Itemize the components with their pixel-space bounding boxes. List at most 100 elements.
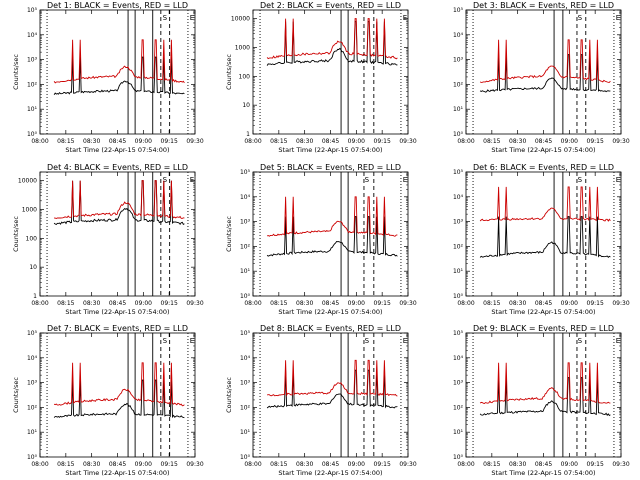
x-tick-label: 09:00 bbox=[561, 138, 578, 145]
x-tick-label: 08:00 bbox=[457, 461, 474, 468]
x-axis-label: Start Time (22-Apr-15 07:54:00) bbox=[65, 308, 169, 316]
panel-det-1: Det 1: BLACK = Events, RED = LLD 10⁰ 10¹ 10… bbox=[12, 1, 204, 154]
x-tick-label: 08:00 bbox=[457, 300, 474, 307]
lld-series bbox=[479, 39, 611, 83]
x-tick-label: 09:15 bbox=[587, 138, 604, 145]
y-tick-label: 1 bbox=[33, 293, 37, 300]
x-tick-label: 08:45 bbox=[535, 300, 552, 307]
x-tick-label: 08:30 bbox=[296, 461, 313, 468]
marker-letter: S bbox=[578, 14, 583, 22]
y-tick-label: 10³ bbox=[240, 219, 251, 226]
marker-letter: E bbox=[616, 14, 620, 22]
x-tick-label: 08:45 bbox=[109, 461, 126, 468]
lld-series bbox=[54, 180, 185, 219]
lld-series bbox=[479, 362, 611, 404]
panel-det-9: Det 9: BLACK = Events, RED = LLD 10⁰ 10¹ 10… bbox=[453, 324, 630, 477]
x-axis-label: Start Time (22-Apr-15 07:54:00) bbox=[278, 469, 382, 477]
panel-title: Det 3: BLACK = Events, RED = LLD bbox=[473, 1, 614, 10]
marker-letter: S bbox=[163, 337, 168, 345]
y-tick-label: 10³ bbox=[27, 57, 38, 64]
y-axis-label: Counts/sec bbox=[12, 216, 20, 252]
x-tick-label: 08:00 bbox=[244, 461, 261, 468]
panel-title: Det 7: BLACK = Events, RED = LLD bbox=[47, 324, 188, 333]
y-tick-label: 10⁵ bbox=[240, 169, 251, 176]
x-tick-label: 09:15 bbox=[587, 461, 604, 468]
y-tick-label: 10¹ bbox=[453, 106, 464, 113]
y-tick-label: 10⁵ bbox=[453, 169, 464, 176]
y-tick-label: 10³ bbox=[240, 380, 251, 387]
y-tick-label: 10² bbox=[453, 404, 464, 411]
y-tick-label: 10⁴ bbox=[453, 32, 464, 39]
y-tick-label: 10¹ bbox=[453, 429, 464, 436]
x-tick-label: 08:00 bbox=[31, 138, 48, 145]
events-series bbox=[266, 369, 398, 409]
y-tick-label: 10¹ bbox=[453, 268, 464, 275]
x-tick-label: 08:15 bbox=[57, 300, 74, 307]
x-tick-label: 08:30 bbox=[296, 138, 313, 145]
x-tick-label: 08:00 bbox=[457, 138, 474, 145]
x-axis-label: Start Time (22-Apr-15 07:54:00) bbox=[65, 469, 169, 477]
x-tick-label: 08:15 bbox=[483, 461, 500, 468]
x-tick-label: 09:00 bbox=[561, 461, 578, 468]
y-tick-label: 10² bbox=[240, 404, 251, 411]
x-tick-label: 08:00 bbox=[31, 461, 48, 468]
marker-letter: E bbox=[190, 337, 194, 345]
y-tick-label: 10³ bbox=[27, 380, 38, 387]
y-tick-label: 10¹ bbox=[27, 106, 38, 113]
events-series bbox=[479, 54, 611, 93]
events-series bbox=[479, 216, 611, 258]
x-tick-label: 08:15 bbox=[270, 461, 287, 468]
marker-letter: E bbox=[616, 176, 620, 184]
y-tick-label: 10⁵ bbox=[240, 330, 251, 337]
x-tick-label: 09:00 bbox=[348, 461, 365, 468]
x-tick-label: 08:15 bbox=[57, 461, 74, 468]
x-tick-label: 08:45 bbox=[322, 300, 339, 307]
x-tick-label: 09:00 bbox=[561, 300, 578, 307]
x-tick-label: 08:00 bbox=[31, 300, 48, 307]
y-axis-label: Counts/sec bbox=[225, 377, 233, 413]
x-tick-label: 08:00 bbox=[244, 300, 261, 307]
x-axis-label: Start Time (22-Apr-15 07:54:00) bbox=[491, 469, 595, 477]
marker-letter: S bbox=[365, 337, 370, 345]
y-tick-label: 10000 bbox=[231, 16, 250, 23]
y-tick-label: 10³ bbox=[453, 57, 464, 64]
y-tick-label: 10⁵ bbox=[27, 7, 38, 14]
marker-letter: S bbox=[578, 176, 583, 184]
marker-letter: S bbox=[163, 176, 168, 184]
y-tick-label: 10⁴ bbox=[27, 32, 38, 39]
lld-series bbox=[53, 39, 185, 84]
panel-det-8: Det 8: BLACK = Events, RED = LLD 10⁰ 10¹ 10… bbox=[225, 324, 417, 477]
y-tick-label: 10⁵ bbox=[453, 330, 464, 337]
panel-det-2: Det 2: BLACK = Events, RED = LLD 1 10 100 10… bbox=[225, 1, 417, 154]
y-tick-label: 1000 bbox=[235, 45, 250, 52]
marker-letter: E bbox=[403, 14, 407, 22]
x-tick-label: 08:45 bbox=[109, 138, 126, 145]
y-tick-label: 10000 bbox=[18, 178, 37, 185]
y-tick-label: 10¹ bbox=[240, 429, 251, 436]
x-tick-label: 09:15 bbox=[374, 461, 391, 468]
y-tick-label: 10² bbox=[27, 404, 38, 411]
y-tick-label: 10 bbox=[242, 102, 250, 109]
x-tick-label: 08:15 bbox=[483, 300, 500, 307]
marker-letter: E bbox=[190, 14, 194, 22]
panel-title: Det 5: BLACK = Events, RED = LLD bbox=[260, 163, 401, 172]
x-tick-label: 08:15 bbox=[270, 300, 287, 307]
x-axis-label: Start Time (22-Apr-15 07:54:00) bbox=[278, 308, 382, 316]
x-tick-label: 08:30 bbox=[83, 300, 100, 307]
x-tick-label: 09:15 bbox=[374, 300, 391, 307]
panel-title: Det 1: BLACK = Events, RED = LLD bbox=[47, 1, 188, 10]
y-tick-label: 1000 bbox=[22, 207, 37, 214]
marker-letter: S bbox=[365, 176, 370, 184]
x-tick-label: 09:00 bbox=[348, 138, 365, 145]
x-tick-label: 09:15 bbox=[161, 138, 178, 145]
panel-title: Det 2: BLACK = Events, RED = LLD bbox=[260, 1, 401, 10]
y-axis-label: Counts/sec bbox=[225, 54, 233, 90]
panel-title: Det 4: BLACK = Events, RED = LLD bbox=[47, 163, 188, 172]
y-tick-label: 10⁴ bbox=[240, 355, 251, 362]
y-tick-label: 10⁰ bbox=[453, 454, 464, 461]
x-tick-label: 08:45 bbox=[322, 461, 339, 468]
marker-letter: E bbox=[190, 176, 194, 184]
marker-letter: S bbox=[163, 14, 168, 22]
x-tick-label: 09:00 bbox=[135, 300, 152, 307]
